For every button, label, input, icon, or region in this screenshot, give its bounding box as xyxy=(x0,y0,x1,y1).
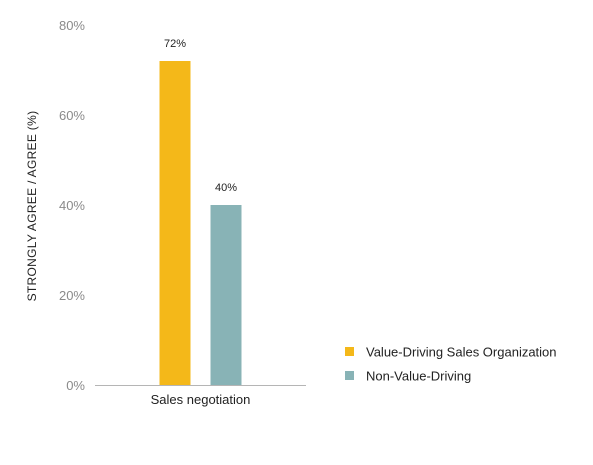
legend-label: Non-Value-Driving xyxy=(366,369,471,384)
data-label: 40% xyxy=(215,182,237,194)
bars xyxy=(159,61,242,385)
bar-non-value-driving xyxy=(210,205,242,385)
legend: Value-Driving Sales Organization Non-Valu… xyxy=(345,345,557,384)
legend-swatch xyxy=(345,371,354,380)
category-label: Sales negotiation xyxy=(151,392,251,407)
y-tick-label: 80% xyxy=(59,18,85,33)
y-tick-label: 40% xyxy=(59,198,85,213)
data-labels: 72% 40% xyxy=(164,38,237,194)
y-tick-label: 0% xyxy=(66,378,85,393)
data-label: 72% xyxy=(164,38,186,50)
legend-swatch xyxy=(345,347,354,356)
category-labels: Sales negotiation xyxy=(151,392,251,407)
y-axis-label: STRONGLY AGREE / AGREE (%) xyxy=(25,111,39,302)
y-tick-label: 20% xyxy=(59,288,85,303)
y-tick-label: 60% xyxy=(59,108,85,123)
bar-value-driving xyxy=(159,61,191,385)
legend-label: Value-Driving Sales Organization xyxy=(366,345,557,360)
y-axis-ticks: 0% 20% 40% 60% 80% xyxy=(59,18,85,393)
